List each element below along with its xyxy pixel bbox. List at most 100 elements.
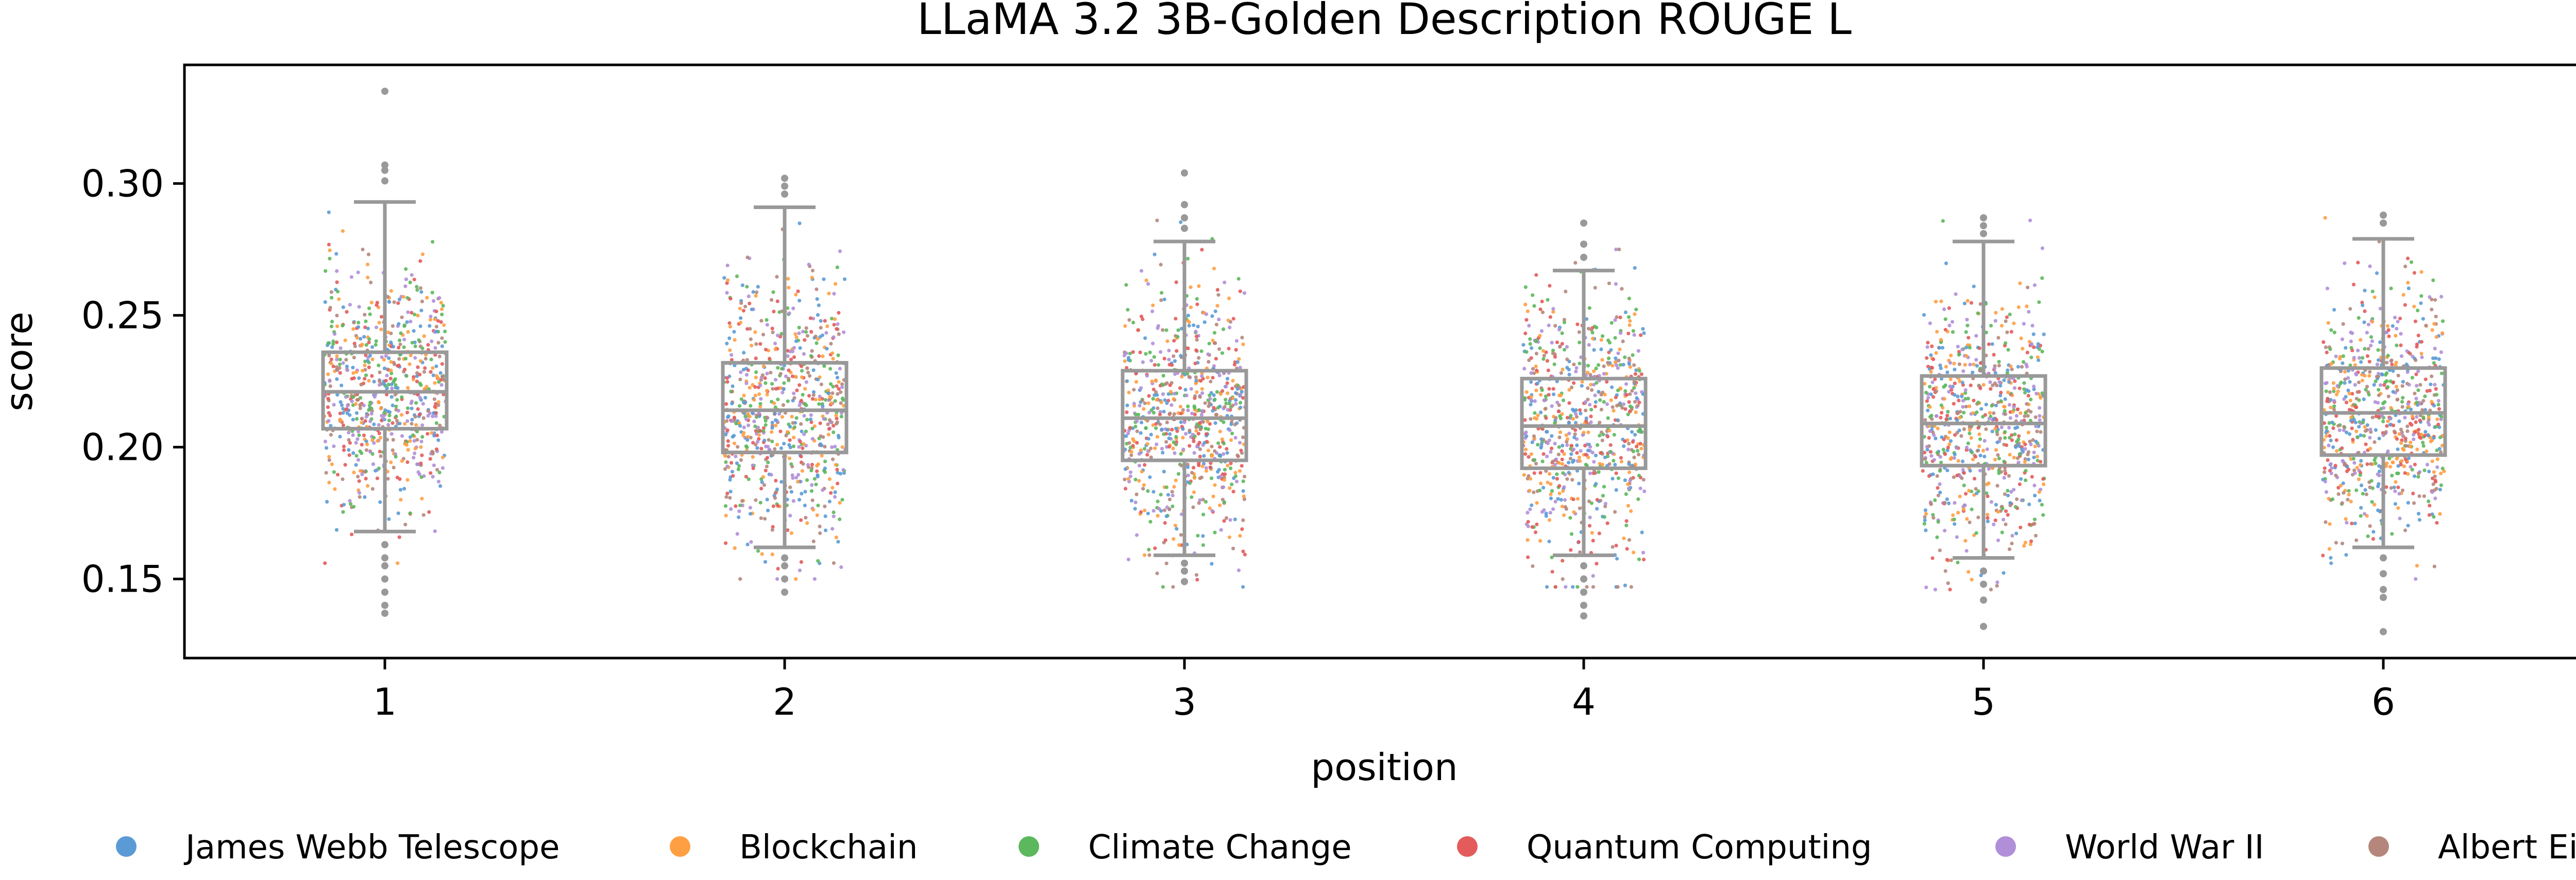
strip-point xyxy=(747,294,751,299)
strip-point xyxy=(2412,437,2416,441)
strip-point xyxy=(1628,392,1632,396)
strip-point xyxy=(390,386,394,390)
strip-point xyxy=(2349,416,2353,420)
strip-point xyxy=(2351,457,2355,461)
strip-point xyxy=(1995,440,1999,444)
strip-point xyxy=(405,478,410,482)
strip-point xyxy=(766,460,770,464)
strip-point xyxy=(1218,392,1223,396)
strip-point xyxy=(839,565,843,570)
strip-point xyxy=(1523,302,1528,307)
strip-point xyxy=(364,319,368,323)
strip-point xyxy=(736,445,740,449)
strip-point xyxy=(1549,482,1553,486)
strip-point xyxy=(1217,317,1221,322)
strip-point xyxy=(1134,412,1138,417)
strip-point xyxy=(1571,497,1575,502)
strip-point xyxy=(348,413,352,417)
strip-point xyxy=(1137,452,1141,456)
strip-point xyxy=(1195,422,1199,426)
strip-point xyxy=(397,346,401,350)
strip-point xyxy=(330,296,334,300)
strip-point xyxy=(1623,389,1628,393)
strip-point xyxy=(2325,399,2329,403)
strip-point xyxy=(1589,383,1593,387)
strip-point xyxy=(1627,356,1631,360)
strip-point xyxy=(441,304,445,308)
strip-point xyxy=(1223,405,1227,409)
strip-point xyxy=(324,269,328,273)
strip-point xyxy=(2423,434,2427,438)
strip-point xyxy=(1989,387,1993,391)
strip-point xyxy=(1172,440,1176,444)
strip-point xyxy=(1172,397,1176,401)
strip-point xyxy=(1957,362,1961,366)
strip-point xyxy=(1996,538,2001,542)
strip-point xyxy=(1540,459,1545,463)
strip-point xyxy=(2026,408,2030,412)
strip-point xyxy=(429,315,433,319)
strip-point xyxy=(384,354,388,358)
strip-point xyxy=(1970,507,1974,511)
x-tick-label: 3 xyxy=(1173,680,1196,723)
strip-point xyxy=(1151,490,1156,494)
strip-point xyxy=(753,330,757,334)
strip-point xyxy=(404,277,409,282)
strip-point xyxy=(1222,519,1226,523)
strip-point xyxy=(1213,449,1217,453)
strip-point xyxy=(325,499,329,504)
strip-point xyxy=(434,364,438,368)
strip-point xyxy=(1962,427,1966,432)
strip-point xyxy=(2041,513,2045,517)
strip-point xyxy=(2042,332,2046,336)
strip-point xyxy=(370,345,375,349)
strip-point xyxy=(1960,348,1964,352)
strip-point xyxy=(2040,350,2044,354)
strip-point xyxy=(1600,358,1604,362)
strip-point xyxy=(420,299,425,304)
strip-point xyxy=(335,357,339,361)
strip-point xyxy=(2015,456,2020,460)
strip-point xyxy=(405,406,410,410)
strip-point xyxy=(2002,571,2006,575)
strip-point xyxy=(2328,347,2332,351)
strip-point xyxy=(1239,405,1243,410)
strip-point xyxy=(1975,491,1979,495)
strip-point xyxy=(2359,514,2363,518)
strip-point xyxy=(818,398,822,402)
strip-point xyxy=(1147,410,1151,415)
strip-point xyxy=(832,291,836,296)
strip-point xyxy=(771,504,775,508)
strip-point xyxy=(2362,434,2366,438)
strip-point xyxy=(1641,327,1645,331)
strip-point xyxy=(2344,401,2349,405)
strip-point xyxy=(1613,360,1617,365)
strip-point xyxy=(1162,356,1166,361)
strip-point xyxy=(2357,425,2361,429)
strip-point xyxy=(1523,396,1527,400)
strip-point xyxy=(1629,509,1633,513)
strip-point xyxy=(1633,312,1637,316)
strip-point xyxy=(2414,372,2418,376)
strip-point xyxy=(2372,295,2377,299)
strip-point xyxy=(364,448,369,452)
strip-point xyxy=(725,376,729,380)
strip-point xyxy=(1931,387,1936,391)
strip-point xyxy=(725,464,730,469)
strip-point xyxy=(2030,475,2034,479)
strip-point xyxy=(410,418,414,422)
strip-point xyxy=(1932,458,1936,462)
strip-point xyxy=(1184,432,1188,436)
strip-point xyxy=(1147,547,1151,551)
strip-point xyxy=(1923,457,1927,461)
strip-point xyxy=(2371,530,2376,534)
strip-point xyxy=(389,331,393,336)
strip-point xyxy=(2035,455,2039,459)
strip-point xyxy=(728,478,732,482)
strip-point xyxy=(2438,488,2442,492)
strip-point xyxy=(774,478,778,483)
strip-point xyxy=(1185,256,1190,261)
strip-point xyxy=(788,445,792,450)
strip-point xyxy=(1948,417,1953,421)
strip-point xyxy=(809,469,814,473)
